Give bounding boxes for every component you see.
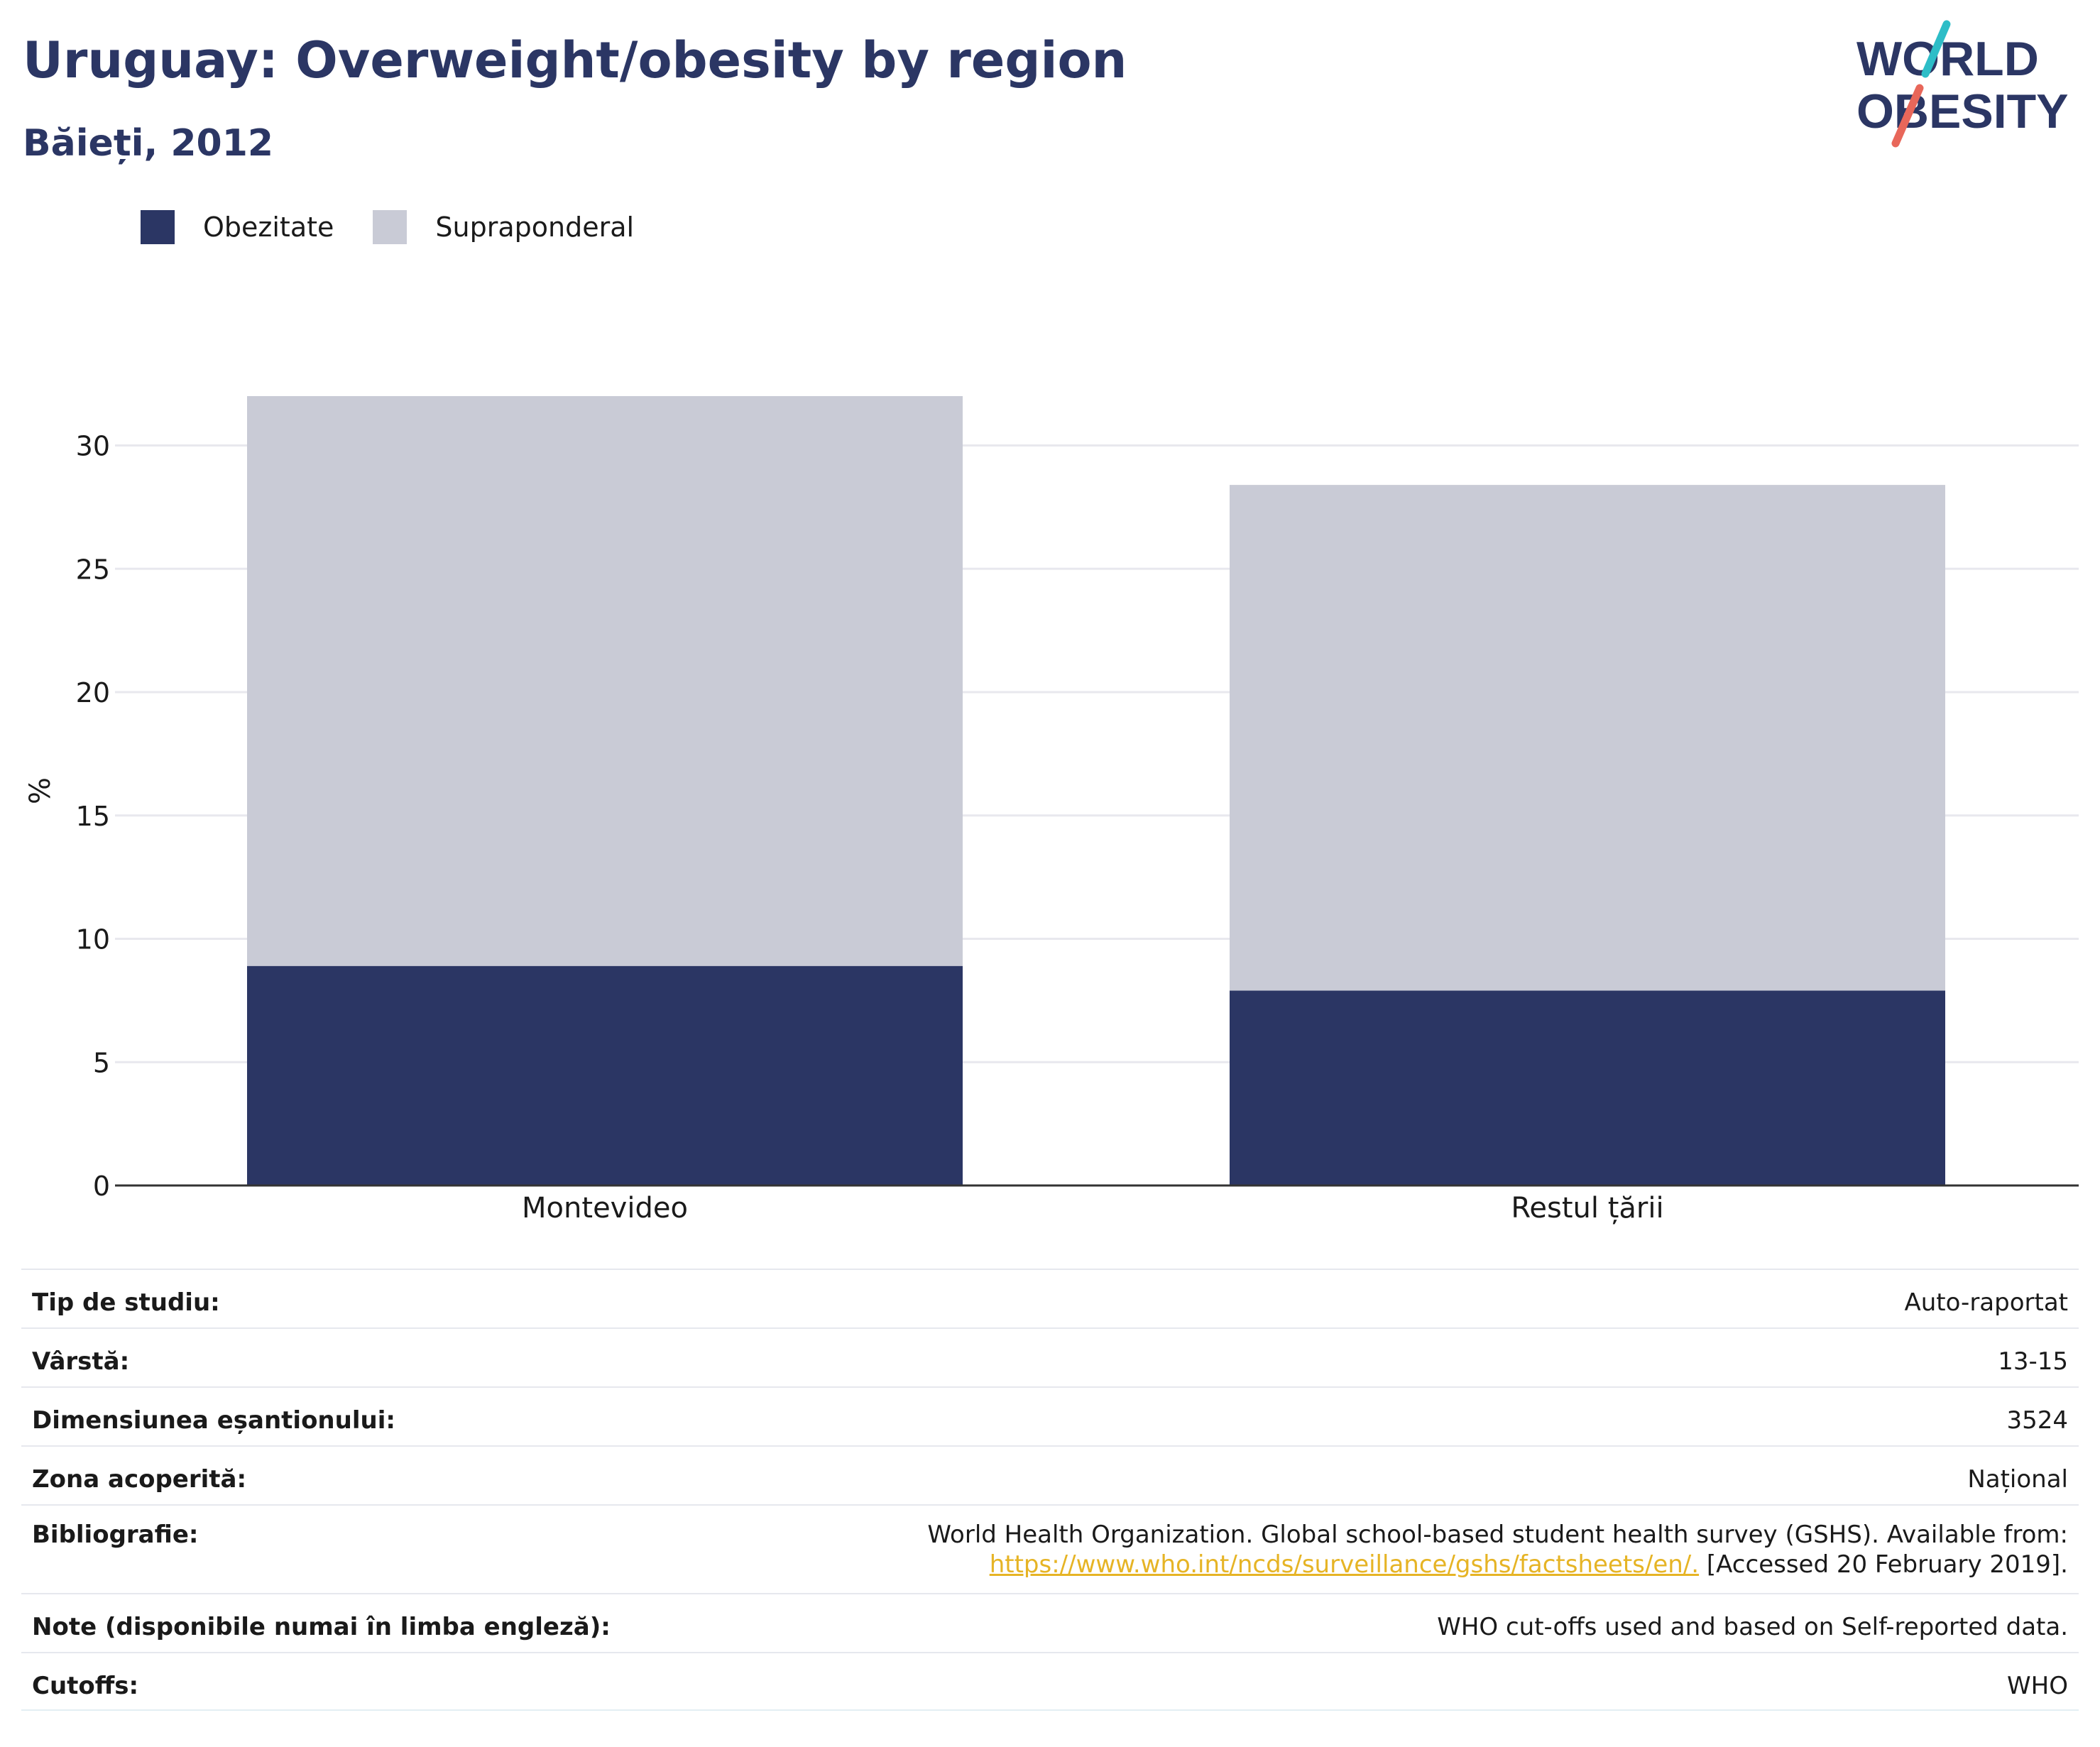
x-tick-label: Restul țării [1511, 1192, 1663, 1225]
logo-slash-top [1921, 20, 1951, 78]
legend-swatch-overweight [373, 210, 408, 244]
info-label: Dimensiunea eșantionului: [32, 1406, 395, 1435]
info-row-cutoffs: Cutoffs: WHO [21, 1652, 2079, 1711]
logo-slash-bottom [1891, 84, 1924, 148]
info-value: WHO cut-offs used and based on Self-repo… [1437, 1613, 2068, 1641]
logo-line-1: WORLD [1856, 32, 2039, 86]
logo-line-2: OBESITY [1856, 84, 2069, 138]
info-table: Tip de studiu: Auto-raportat Vârstă: 13-… [21, 1269, 2079, 1711]
info-row-notes: Note (disponibile numai în limba engleză… [21, 1593, 2079, 1652]
y-axis-label: % [24, 777, 57, 804]
info-label: Zona acoperită: [32, 1465, 247, 1494]
info-label: Cutoffs: [32, 1672, 139, 1700]
info-row-area-covered: Zona acoperită: Național [21, 1445, 2079, 1504]
y-axis-ticks: 0 5 10 15 20 25 30 [76, 431, 110, 1203]
info-row-sample-size: Dimensiunea eșantionului: 3524 [21, 1386, 2079, 1445]
y-tick-label: 25 [76, 554, 110, 585]
y-tick-label: 15 [76, 801, 110, 832]
info-value: Auto-raportat [1904, 1288, 2068, 1317]
stacked-bar-chart: 0 5 10 15 20 25 30 Montevideo Restul țării % [24, 396, 2079, 1225]
info-label: Note (disponibile numai în limba engleză… [32, 1613, 611, 1641]
bibliography-accessed: [Accessed 20 February 2019]. [1699, 1550, 2068, 1579]
info-row-study-type: Tip de studiu: Auto-raportat [21, 1269, 2079, 1327]
legend-swatch-obesity [141, 210, 175, 244]
info-label: Bibliografie: [32, 1521, 199, 1549]
info-row-bibliography: Bibliografie: World Health Organization.… [21, 1504, 2079, 1593]
y-tick-label: 30 [76, 431, 110, 462]
info-row-age: Vârstă: 13-15 [21, 1327, 2079, 1386]
bar-overweight-2 [1230, 485, 1945, 991]
chart-title: Uruguay: Overweight/obesity by region [23, 31, 1127, 89]
y-tick-label: 20 [76, 677, 110, 708]
bars [247, 396, 1945, 1185]
bibliography-link[interactable]: https://www.who.int/ncds/surveillance/gs… [989, 1550, 1700, 1579]
world-obesity-logo: WORLD OBESITY [1856, 20, 2069, 148]
legend-item-overweight[interactable]: Supraponderal [373, 210, 634, 244]
legend-label-overweight: Supraponderal [435, 212, 635, 243]
y-tick-label: 0 [93, 1171, 110, 1202]
info-value: World Health Organization. Global school… [927, 1520, 2068, 1579]
legend-label-obesity: Obezitate [203, 212, 334, 243]
x-tick-label: Montevideo [522, 1192, 688, 1225]
bar-overweight-1 [247, 396, 963, 966]
y-tick-label: 10 [76, 924, 110, 955]
info-value: WHO [2007, 1672, 2068, 1700]
chart-subtitle: Băieți, 2012 [23, 122, 274, 165]
info-label: Vârstă: [32, 1347, 130, 1376]
info-value: Național [1967, 1465, 2068, 1494]
info-value: 13-15 [1998, 1347, 2068, 1376]
info-value: 3524 [2006, 1406, 2068, 1435]
y-tick-label: 5 [93, 1047, 110, 1078]
bibliography-text: World Health Organization. Global school… [927, 1521, 2068, 1549]
legend-item-obesity[interactable]: Obezitate [141, 210, 334, 244]
bar-obesity-2 [1230, 990, 1945, 1185]
chart-legend: Obezitate Supraponderal [141, 210, 673, 244]
x-axis-ticks: Montevideo Restul țării [522, 1192, 1664, 1225]
bar-obesity-1 [247, 965, 963, 1185]
info-label: Tip de studiu: [32, 1288, 220, 1317]
